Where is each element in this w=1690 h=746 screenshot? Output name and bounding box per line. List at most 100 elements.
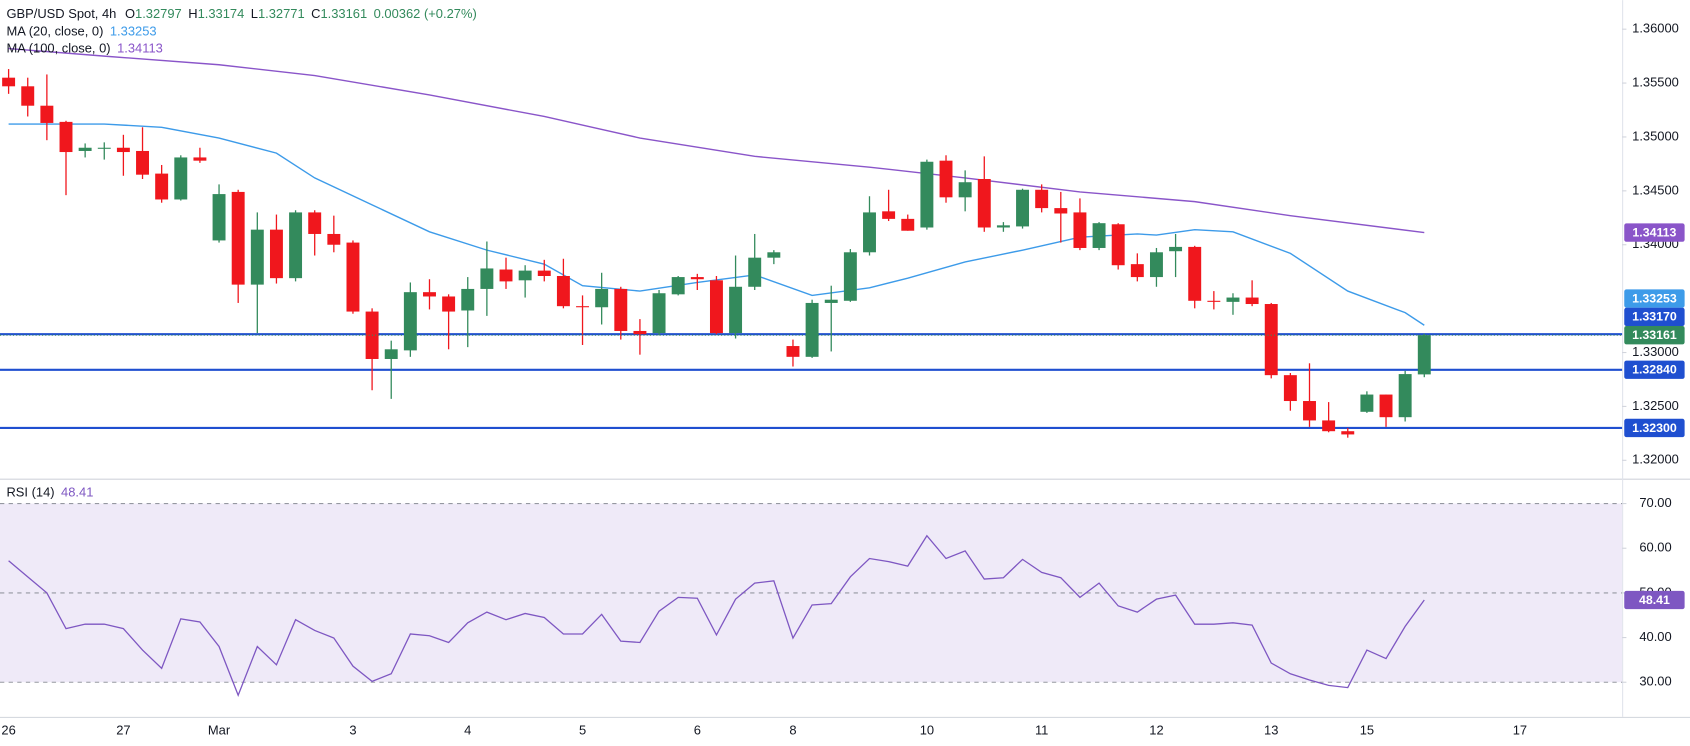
legend-label: MA (100, close, 0) <box>6 41 110 56</box>
price-tag-label: 1.33170 <box>1632 310 1677 324</box>
candle-body <box>709 280 723 334</box>
x-tick-label: 13 <box>1264 722 1278 737</box>
candle-body <box>116 147 130 153</box>
candle-body <box>1417 335 1431 375</box>
y-tick-label: 1.36000 <box>1632 21 1679 36</box>
candle-body <box>1207 300 1221 302</box>
ma-legend: MA (20, close, 0) 1.33253 <box>6 24 156 39</box>
candle-body <box>576 306 589 308</box>
candle-body <box>346 242 360 312</box>
x-tick-label: 26 <box>1 722 15 737</box>
candle-body <box>250 229 264 285</box>
candle-body <box>1283 375 1297 402</box>
y-tick-label: 1.34500 <box>1632 182 1679 197</box>
symbol-title: GBP/USD Spot, 4h <box>6 7 116 22</box>
y-tick-label: 1.35000 <box>1632 128 1679 143</box>
candle-body <box>614 288 628 331</box>
x-tick-label: 15 <box>1360 722 1374 737</box>
y-tick-label: 60.00 <box>1639 540 1671 555</box>
legend: GBP/USD Spot, 4h O1.32797 H1.33174 L1.32771… <box>6 7 476 501</box>
price-tag <box>1624 590 1685 610</box>
y-tick-label: 1.32500 <box>1632 398 1679 413</box>
candle-body <box>1398 374 1412 418</box>
price-tag <box>1624 307 1685 327</box>
low-value: 1.32771 <box>258 7 305 22</box>
y-tick-label: 1.32000 <box>1632 452 1679 467</box>
candle-body <box>767 252 781 258</box>
candle-body <box>633 330 647 335</box>
candle-body <box>308 212 322 234</box>
open-value: 1.32797 <box>135 7 182 22</box>
close-value: 1.33161 <box>320 7 367 22</box>
price-tag-label: 1.32840 <box>1632 363 1677 377</box>
candle-body <box>499 269 513 282</box>
candle-body <box>59 121 73 153</box>
candle-body <box>174 157 188 200</box>
price-tag-label: 1.34113 <box>1632 225 1676 239</box>
candle-body <box>423 292 436 297</box>
y-tick-label: 70.00 <box>1639 495 1671 510</box>
candle-body <box>1303 401 1316 421</box>
price-tag <box>1624 326 1685 345</box>
moving-average-line <box>8 47 1425 234</box>
candle-body <box>1360 394 1374 412</box>
candle-body <box>1016 189 1030 227</box>
price-tag <box>1624 289 1685 308</box>
candle-body <box>403 292 417 351</box>
candle-body <box>729 286 743 334</box>
candle-body <box>327 233 341 245</box>
candle-body <box>748 257 762 287</box>
x-tick-label: 5 <box>579 722 586 737</box>
candle-body <box>2 77 16 87</box>
change-value: 0.00362 (+0.27%) <box>374 7 477 22</box>
candle-body <box>882 211 896 219</box>
x-tick-label: 8 <box>789 722 796 737</box>
axis-area: 1.360001.355001.350001.345001.340001.330… <box>1 21 1685 737</box>
x-tick-label: Mar <box>208 722 231 737</box>
candle-body <box>1073 212 1087 248</box>
price-tag <box>1624 418 1685 438</box>
candle-body <box>786 346 800 357</box>
candle-body <box>556 275 570 307</box>
candle-body <box>97 147 111 149</box>
price-tag-label: 1.32300 <box>1632 421 1677 435</box>
candle-body <box>863 212 876 253</box>
candle-body <box>1092 223 1106 248</box>
candle-body <box>1341 431 1355 435</box>
y-tick-label: 30.00 <box>1639 674 1671 689</box>
plot-area <box>0 47 1623 697</box>
candle-body <box>1188 246 1202 301</box>
header: GBP/USD Spot, 4h O1.32797 H1.33174 L1.32771… <box>6 7 476 22</box>
candle-body <box>1169 246 1183 252</box>
x-tick-label: 10 <box>920 722 934 737</box>
legend-label: MA (20, close, 0) <box>6 24 103 39</box>
moving-average-line <box>8 123 1425 326</box>
x-tick-label: 12 <box>1149 722 1163 737</box>
candle-body <box>442 296 456 312</box>
candle-body <box>155 173 169 200</box>
x-tick-label: 11 <box>1035 722 1048 737</box>
candle-body <box>843 252 857 301</box>
rsi-legend: RSI (14) 48.41 <box>6 485 93 500</box>
high-value: 1.33174 <box>198 7 245 22</box>
x-tick-label: 3 <box>349 722 356 737</box>
ohlc-label: L <box>251 7 258 22</box>
x-tick-label: 17 <box>1513 722 1527 737</box>
legend-label: RSI (14) <box>6 485 54 500</box>
candle-body <box>1226 297 1240 302</box>
legend-value: 1.33253 <box>110 24 157 39</box>
legend-value: 1.34113 <box>117 41 163 56</box>
x-tick-label: 4 <box>464 722 471 737</box>
candle-body <box>690 277 704 280</box>
price-tag <box>1624 360 1685 379</box>
candle-body <box>901 218 915 231</box>
rsi-line <box>8 534 1425 697</box>
candle-body <box>461 288 475 311</box>
candle-body <box>1379 394 1393 418</box>
candle-body <box>537 270 551 276</box>
candle-body <box>920 161 934 228</box>
candle-body <box>1264 304 1278 376</box>
candle-body <box>1130 264 1144 278</box>
